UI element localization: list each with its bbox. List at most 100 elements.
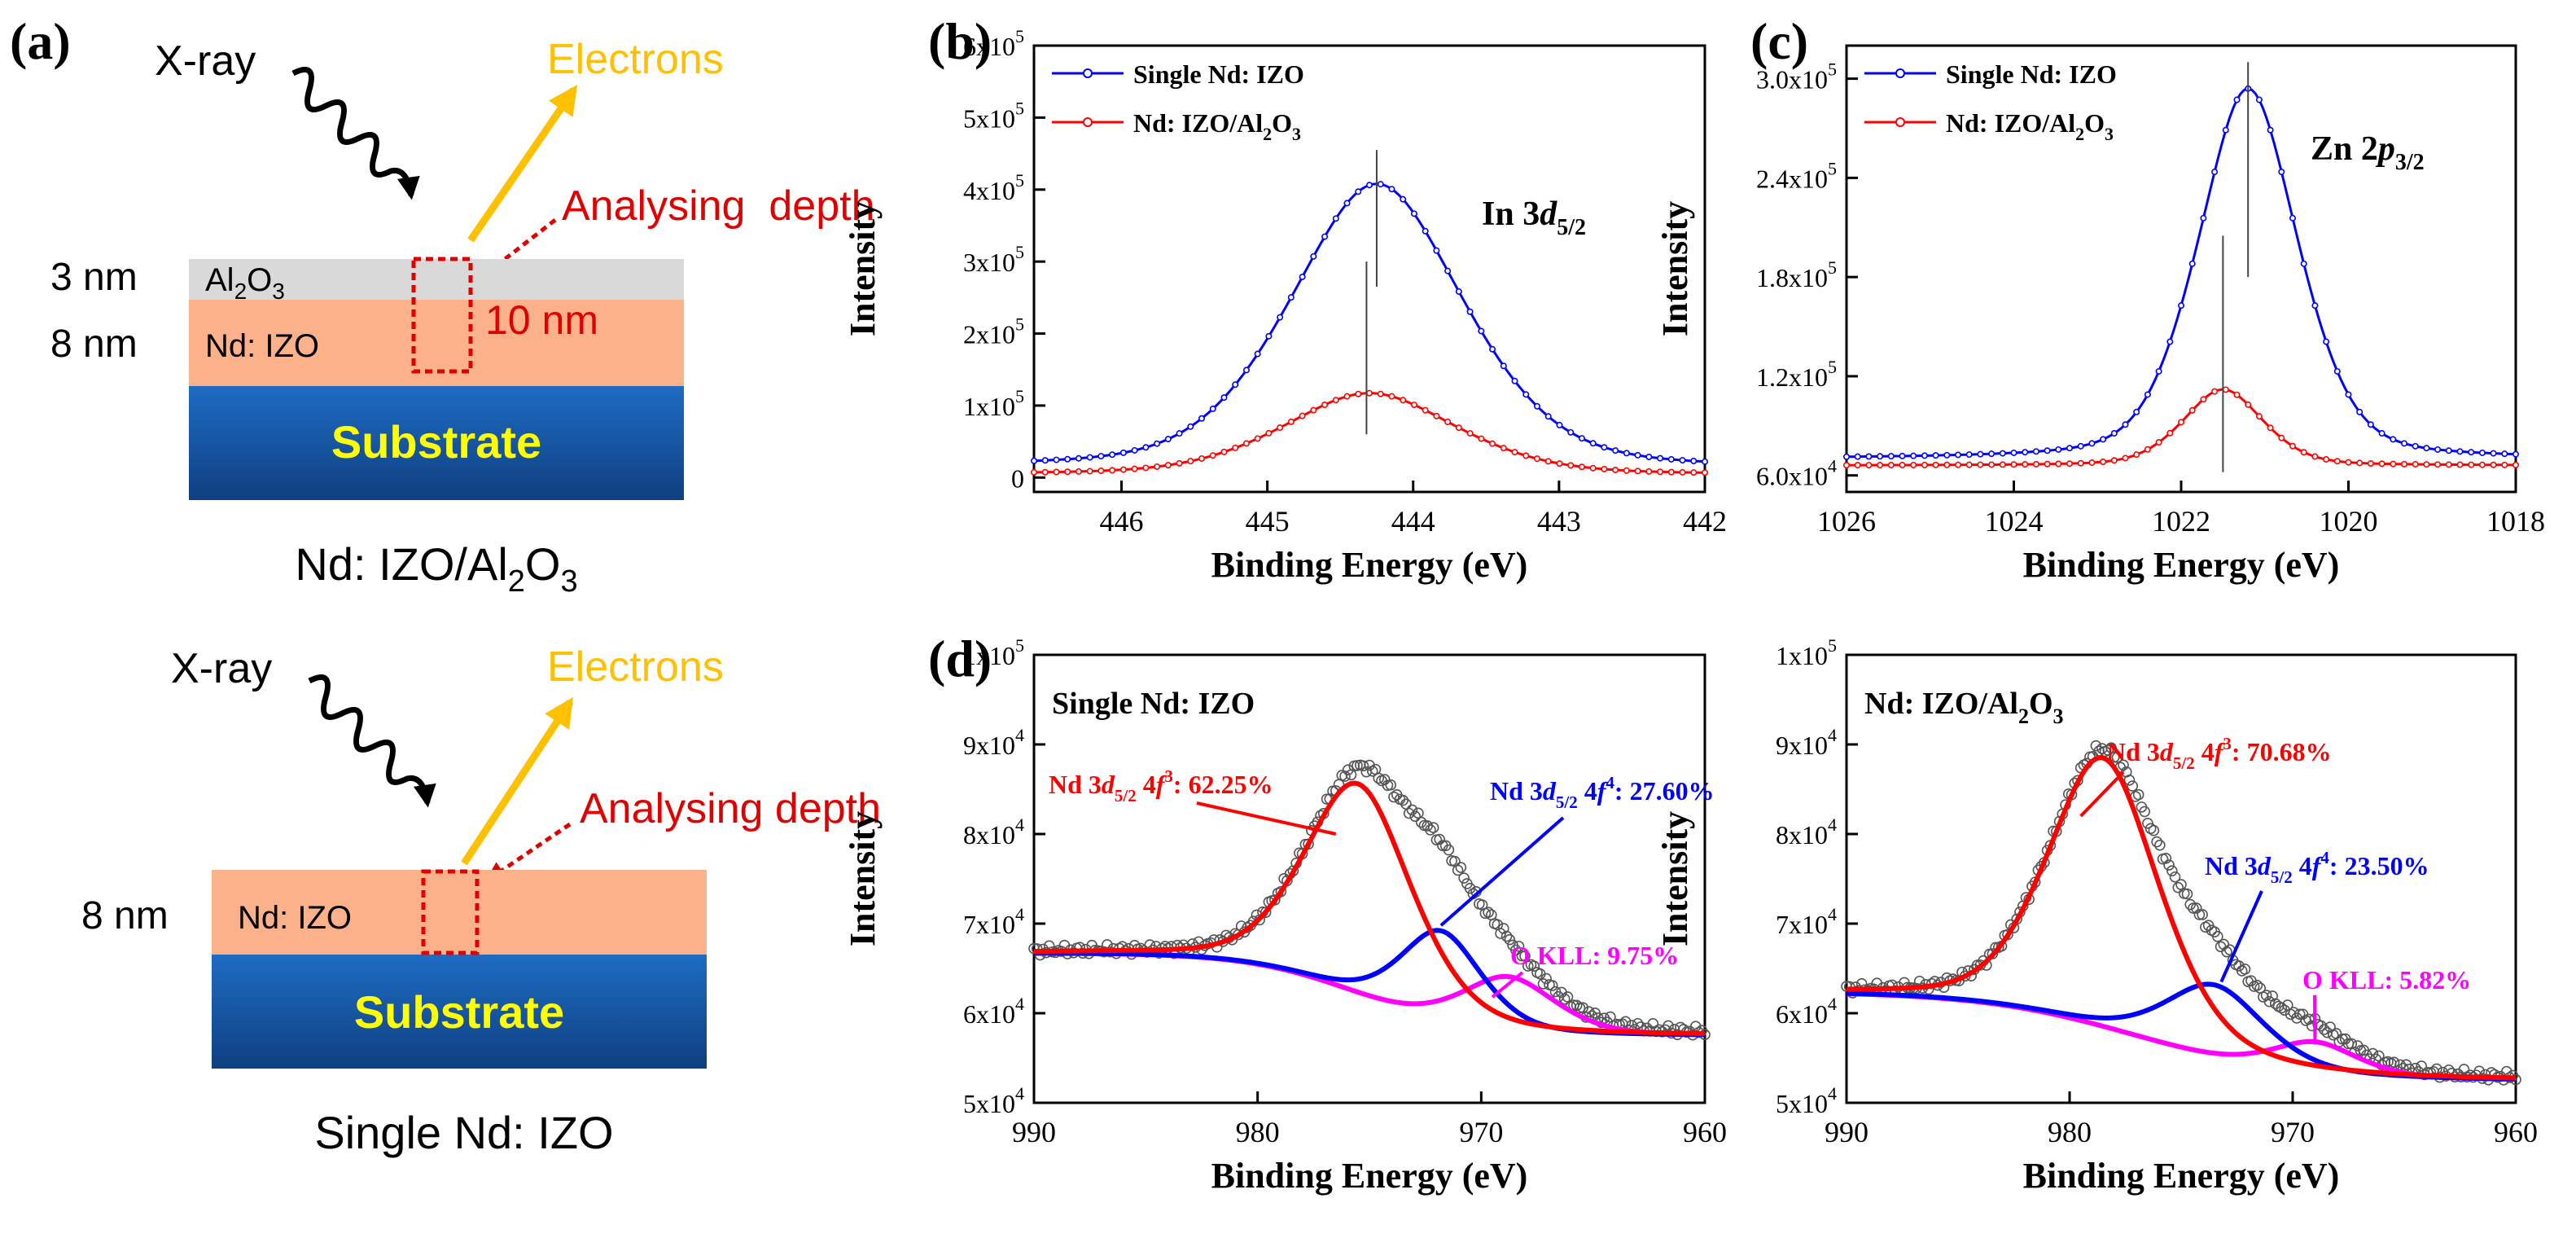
data-point bbox=[1198, 454, 1206, 462]
data-point bbox=[1589, 440, 1597, 447]
layer-izo-label: Nd: IZO bbox=[238, 900, 352, 936]
data-point bbox=[1932, 461, 1939, 468]
data-point bbox=[1511, 449, 1518, 456]
data-point bbox=[1657, 454, 1664, 462]
data-point bbox=[2032, 460, 2039, 468]
data-point bbox=[2188, 260, 2196, 267]
data-point bbox=[1425, 824, 1436, 836]
data-point bbox=[1645, 453, 1653, 460]
data-point bbox=[1332, 397, 1339, 404]
series-line bbox=[1846, 87, 2517, 459]
data-point bbox=[2293, 1008, 2306, 1021]
data-point bbox=[2111, 752, 2123, 763]
data-point bbox=[1679, 457, 1686, 464]
component-label: Nd 3d5/2 4f4: 23.50% bbox=[2205, 848, 2429, 887]
x-tick-label: 1024 bbox=[1985, 505, 2044, 538]
data-point bbox=[1455, 862, 1467, 873]
data-point bbox=[1504, 933, 1516, 946]
x-axis-label: Binding Energy (eV) bbox=[1211, 1156, 1528, 1196]
data-point bbox=[2160, 853, 2172, 864]
data-point bbox=[1667, 455, 1675, 463]
data-point bbox=[2127, 780, 2139, 792]
data-point bbox=[1509, 944, 1522, 956]
x-axis-label: Binding Energy (eV) bbox=[2023, 545, 2340, 585]
legend-marker bbox=[1083, 68, 1093, 78]
fit-component bbox=[1846, 991, 2517, 1082]
data-point bbox=[1269, 894, 1281, 906]
data-point bbox=[1339, 770, 1351, 782]
data-point bbox=[1275, 885, 1287, 898]
data-point bbox=[1999, 450, 2006, 457]
legend-entry: Single Nd: IZO bbox=[1946, 59, 2117, 89]
data-point bbox=[2288, 1007, 2300, 1018]
data-point bbox=[2445, 461, 2452, 468]
data-point bbox=[2088, 440, 2096, 447]
data-point bbox=[2122, 454, 2129, 462]
data-point bbox=[2100, 458, 2107, 465]
y-tick-label: 3.0x105 bbox=[1756, 59, 1837, 94]
analysing-depth-label: Analysing depth bbox=[562, 182, 875, 230]
component-pointer bbox=[1491, 971, 1524, 999]
data-point bbox=[1647, 1018, 1659, 1029]
data-point bbox=[2190, 902, 2202, 914]
analysis-volume-box bbox=[411, 257, 473, 374]
data-point bbox=[1522, 391, 1530, 398]
data-point bbox=[1097, 468, 1105, 475]
data-point bbox=[1388, 791, 1400, 803]
data-point bbox=[2311, 302, 2319, 310]
component-pointer bbox=[1439, 816, 1565, 927]
data-point bbox=[2178, 419, 2185, 426]
data-point bbox=[1277, 314, 1284, 321]
data-point bbox=[1131, 465, 1138, 472]
data-point bbox=[2512, 450, 2520, 458]
data-point bbox=[2423, 445, 2430, 452]
data-point bbox=[1556, 421, 1563, 428]
data-point bbox=[2260, 990, 2272, 1001]
x-tick-label: 1026 bbox=[1817, 505, 1876, 538]
data-point bbox=[1400, 195, 1407, 203]
data-point bbox=[2512, 461, 2520, 468]
data-point bbox=[2154, 839, 2166, 851]
data-point bbox=[1287, 418, 1295, 425]
data-point bbox=[2122, 421, 2129, 428]
data-point bbox=[1562, 991, 1574, 1003]
x-tick-label: 980 bbox=[2048, 1116, 2092, 1148]
data-point bbox=[1987, 948, 1999, 959]
caption-bottom: Single Nd: IZO bbox=[314, 1107, 613, 1158]
data-point bbox=[2251, 980, 2263, 991]
data-point bbox=[1176, 430, 1183, 437]
data-point bbox=[2278, 169, 2285, 176]
data-point bbox=[1400, 397, 1407, 404]
data-point bbox=[2367, 1047, 2379, 1060]
data-point bbox=[1865, 453, 1873, 460]
data-point bbox=[2142, 818, 2153, 829]
data-point bbox=[2218, 938, 2230, 950]
y-tick-label: 0 bbox=[1011, 463, 1024, 493]
fit-component bbox=[1846, 755, 2517, 1081]
data-point bbox=[1544, 458, 1552, 465]
data-point bbox=[2211, 169, 2219, 176]
y-tick-label: 6x104 bbox=[963, 994, 1024, 1029]
data-point bbox=[2263, 995, 2276, 1008]
data-point bbox=[1977, 450, 1984, 458]
data-point bbox=[2478, 449, 2486, 456]
y-tick-label: 1.8x105 bbox=[1756, 257, 1837, 292]
data-point bbox=[2077, 459, 2084, 467]
data-point bbox=[1534, 402, 1541, 410]
y-axis-label: Intensity bbox=[843, 811, 883, 946]
data-point bbox=[1242, 367, 1250, 374]
data-point bbox=[1154, 440, 1161, 447]
data-point bbox=[1321, 233, 1329, 240]
data-point bbox=[1478, 435, 1485, 442]
x-tick-label: 442 bbox=[1683, 505, 1727, 538]
data-point bbox=[1410, 402, 1417, 409]
data-point bbox=[2333, 458, 2341, 465]
data-point bbox=[2267, 424, 2274, 432]
data-point bbox=[2222, 126, 2229, 134]
schematic-bottom: X-ray Electrons Analysing depth 8 nm Nd:… bbox=[81, 643, 881, 1158]
data-point bbox=[1310, 406, 1317, 414]
data-point bbox=[2456, 448, 2464, 455]
data-point bbox=[1097, 453, 1105, 460]
data-point bbox=[1198, 415, 1206, 422]
